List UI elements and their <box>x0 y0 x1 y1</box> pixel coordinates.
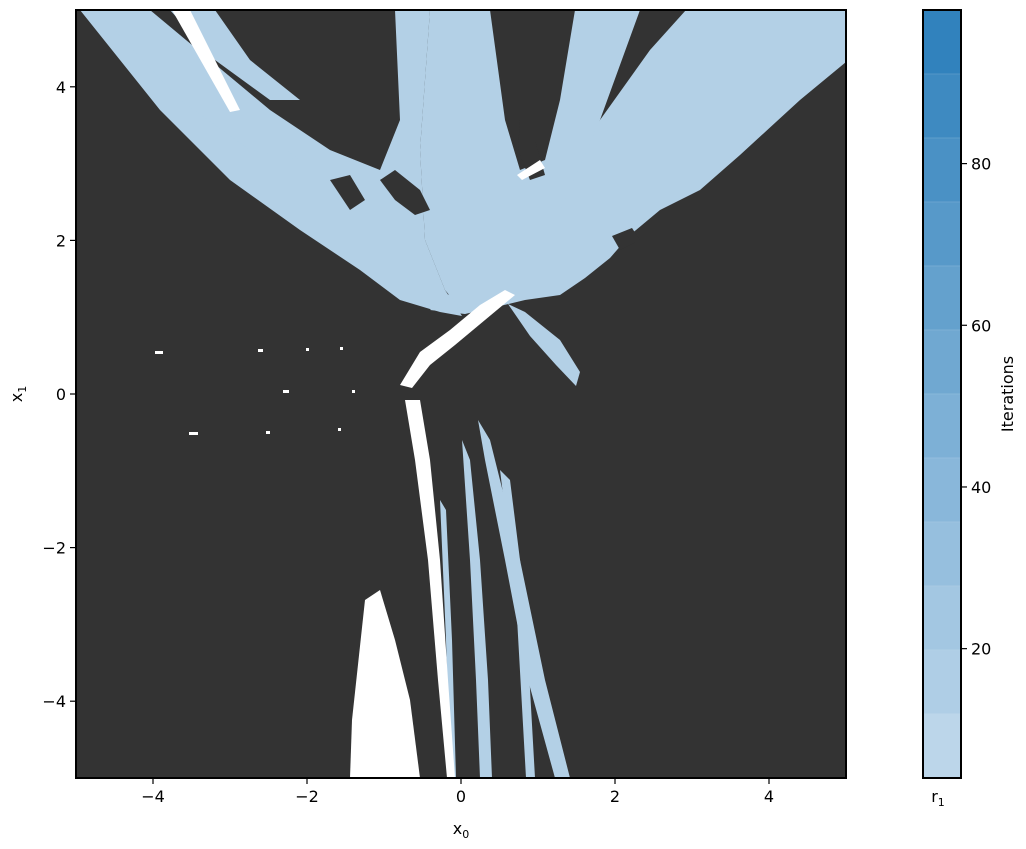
y-tick-label: −2 <box>42 539 66 558</box>
colorbar-label: Iterations <box>998 356 1017 432</box>
unconverged-region <box>155 10 545 778</box>
basin-filament-4 <box>440 500 456 778</box>
white-dash-7 <box>340 347 343 350</box>
colorbar <box>923 10 961 779</box>
x-tick-label: 0 <box>456 787 466 806</box>
swirl-2 <box>330 175 365 210</box>
basin-streak-1 <box>96 10 300 160</box>
white-trunk <box>405 400 455 778</box>
x-tick-label: −2 <box>295 787 319 806</box>
colorbar-level <box>923 138 961 203</box>
basin-streak-2 <box>170 10 300 100</box>
y-tick-label: 0 <box>56 385 66 404</box>
colorbar-level <box>923 650 961 715</box>
swirl-4 <box>612 228 640 250</box>
colorbar-frame <box>922 9 962 779</box>
x-tick-label: 4 <box>764 787 774 806</box>
swirl-1 <box>380 170 430 215</box>
converged-region <box>80 10 846 778</box>
colorbar-level <box>923 714 961 779</box>
basin-lobe-center <box>420 10 640 314</box>
x-tick-label: 2 <box>610 787 620 806</box>
colorbar-level <box>923 458 961 523</box>
white-dash-2 <box>258 349 263 352</box>
basin-petal <box>508 304 580 386</box>
colorbar-level <box>923 266 961 331</box>
white-streak-upper <box>172 10 240 112</box>
y-tick-label: 2 <box>56 231 66 250</box>
colorbar-tick-label: 40 <box>971 478 991 497</box>
colorbar-level <box>923 586 961 651</box>
white-dash-4 <box>189 432 198 435</box>
white-dash-5 <box>266 431 270 434</box>
colorbar-ticks: 20 40 60 80 <box>961 155 991 659</box>
colorbar-level <box>923 202 961 267</box>
y-tick-label: −4 <box>42 692 66 711</box>
colorbar-tick-label: 80 <box>971 155 991 174</box>
colorbar-bottom-label: r1 <box>931 787 945 809</box>
x-axis: −4 −2 0 2 4 <box>141 778 774 806</box>
white-dash-1 <box>155 351 163 354</box>
y-axis: −4 −2 0 2 4 <box>42 78 76 711</box>
white-dash-9 <box>352 390 355 393</box>
colorbar-level <box>923 394 961 459</box>
colorbar-level <box>923 522 961 587</box>
white-dash-8 <box>338 428 341 431</box>
colorbar-level <box>923 330 961 395</box>
y-axis-label: x1 <box>7 386 29 402</box>
basin-filament-2 <box>462 440 492 778</box>
white-diagonal-band <box>400 290 515 388</box>
y-tick-label: 4 <box>56 78 66 97</box>
x-axis-label: x0 <box>453 819 469 841</box>
basin-filament-3 <box>500 470 535 778</box>
colorbar-level <box>923 74 961 139</box>
white-dash-6 <box>306 348 309 351</box>
x-tick-label: −4 <box>141 787 165 806</box>
white-cusp <box>517 160 545 180</box>
basin-plot <box>76 10 846 778</box>
colorbar-level <box>923 10 961 75</box>
white-fan-lower <box>350 590 420 778</box>
colorbar-tick-label: 60 <box>971 316 991 335</box>
white-dash-3 <box>283 390 289 393</box>
colorbar-tick-label: 20 <box>971 640 991 659</box>
